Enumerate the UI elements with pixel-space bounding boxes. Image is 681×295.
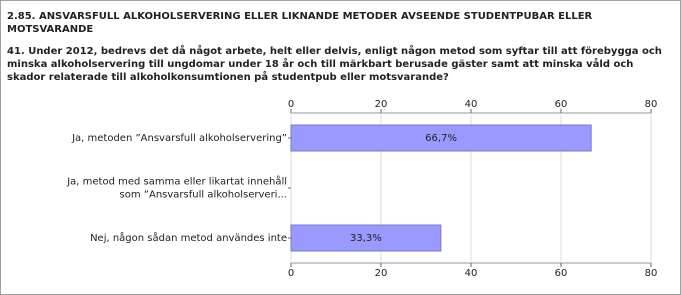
value-label: 33,3% [350,233,382,244]
bar [290,224,442,252]
x-tick-label: 20 [375,268,388,279]
bar [290,124,592,152]
value-label: 66,7% [425,133,457,144]
x-tick-label: 40 [465,268,478,279]
y-tick-label: Ja, metoden ”Ansvarsfull alkoholserverin… [71,133,287,144]
x-tick-label: 60 [555,268,568,279]
x-tick-label: 0 [288,268,294,279]
x-tick-label: 40 [465,99,478,110]
y-tick-label: Ja, metod med samma eller likartat inneh… [66,175,287,201]
x-tick-label: 20 [375,99,388,110]
chart-title: 41. Under 2012, bedrevs det då något arb… [7,46,662,83]
x-tick-label: 80 [645,99,658,110]
y-tick-label: Nej, någon sådan metod användes inte [90,231,287,244]
section-title: 2.85. ANSVARSFULL ALKOHOLSERVERING ELLER… [7,11,593,35]
x-tick-label: 60 [555,99,568,110]
x-tick-label: 0 [288,99,294,110]
x-tick-label: 80 [645,268,658,279]
